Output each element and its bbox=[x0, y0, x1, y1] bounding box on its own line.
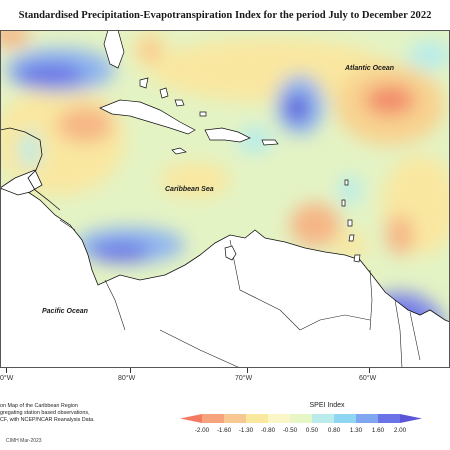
legend-value-label: -0.80 bbox=[260, 427, 276, 434]
legend-swatch bbox=[202, 414, 224, 423]
legend-value-label: 0.50 bbox=[305, 427, 319, 434]
atlantic-ocean-label: Atlantic Ocean bbox=[345, 65, 395, 72]
legend-swatch bbox=[290, 414, 312, 423]
note-line-2: gregating station based observations, bbox=[0, 410, 90, 416]
note-line-3: CF, with NCEP/NCAR Reanalysis Data. bbox=[0, 417, 95, 423]
legend-value-label: 2.00 bbox=[393, 427, 407, 434]
legend-value-label: 1.30 bbox=[349, 427, 363, 434]
legend-swatch bbox=[356, 414, 378, 423]
legend-value-label: 0.80 bbox=[327, 427, 341, 434]
tick-mark bbox=[247, 368, 248, 373]
coastline bbox=[0, 127, 61, 211]
country-borders bbox=[59, 219, 421, 368]
legend-swatch bbox=[224, 414, 246, 423]
islands bbox=[99, 30, 361, 263]
tick-mark bbox=[6, 368, 7, 373]
spei-map: Atlantic Ocean Caribbean Sea Pacific Oce… bbox=[0, 30, 450, 368]
tick-label-60w: 60°W bbox=[359, 375, 377, 382]
tick-label-0w: 0°W bbox=[0, 375, 14, 382]
tick-label-80w: 80°W bbox=[118, 375, 136, 382]
legend-value-label: -0.50 bbox=[282, 427, 298, 434]
caribbean-sea-label: Caribbean Sea bbox=[165, 186, 214, 193]
legend-swatch bbox=[312, 414, 334, 423]
tick-mark bbox=[130, 368, 131, 373]
legend-value-label: -1.60 bbox=[216, 427, 232, 434]
tick-mark bbox=[369, 368, 370, 373]
pacific-ocean-label: Pacific Ocean bbox=[42, 308, 88, 315]
legend-title: SPEI Index bbox=[309, 402, 345, 409]
note-line-1: on Map of the Caribbean Region bbox=[0, 403, 78, 409]
credit-text: CIMH Mar-2023 bbox=[6, 438, 42, 444]
legend-swatch bbox=[246, 414, 268, 423]
legend-value-label: -1.30 bbox=[238, 427, 254, 434]
legend-swatch bbox=[334, 414, 356, 423]
legend-swatch bbox=[378, 414, 400, 423]
landmass bbox=[0, 169, 450, 368]
map-title: Standardised Precipitation-Evapotranspir… bbox=[18, 10, 432, 21]
legend-value-label: 1.60 bbox=[371, 427, 385, 434]
legend-swatch bbox=[180, 414, 202, 423]
legend-value-label: -2.00 bbox=[194, 427, 210, 434]
legend-colorbar bbox=[180, 414, 422, 423]
legend-swatch bbox=[268, 414, 290, 423]
tick-label-70w: 70°W bbox=[235, 375, 253, 382]
legend-swatch bbox=[400, 414, 422, 423]
